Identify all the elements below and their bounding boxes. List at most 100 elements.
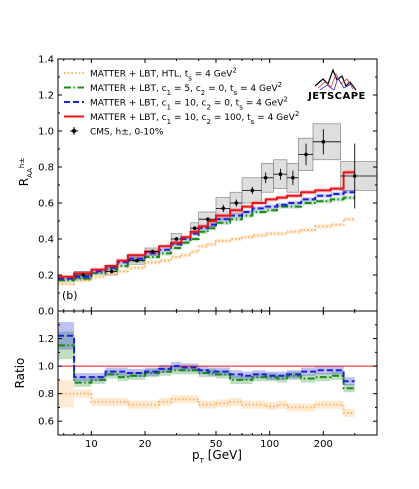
model-band-bin (91, 274, 106, 279)
cms-data-points (74, 129, 377, 277)
cms-point (135, 258, 139, 263)
ratio-band-bin (286, 370, 302, 379)
cms-point (81, 273, 85, 277)
bottom-x-tick-label: 10 (85, 439, 98, 450)
cms-point (278, 172, 283, 176)
model-curve (58, 196, 355, 282)
ratio-band-bin (171, 366, 182, 375)
cms-point (234, 201, 239, 205)
cms-point (304, 152, 308, 157)
top-y-tick-label: 1.2 (38, 91, 54, 102)
ratio-band-bin (343, 377, 355, 386)
ratio-band-bin (207, 367, 216, 376)
top-y-ticks: 0.0 0.2 0.4 0.6 0.8 1.0 1.2 1.4 (38, 55, 377, 318)
model-band-bin (91, 271, 106, 276)
model-band-bin (190, 249, 199, 254)
ratio-band-bin (215, 370, 231, 379)
raa-axis-label: RAAh± (17, 158, 34, 187)
ratio-band-bin (74, 378, 92, 387)
model-band-bin (343, 190, 355, 195)
model-curve (58, 171, 355, 278)
jetscape-logo: JETSCAPE (307, 68, 366, 102)
cms-point (321, 140, 326, 144)
top-y-tick-label: 1.0 (38, 127, 54, 138)
ratio-band-bin (265, 401, 278, 411)
bottom-x-tick-label: 20 (139, 439, 152, 450)
ratio-band-bin (117, 397, 128, 407)
ratio-band-bin (159, 367, 172, 376)
ratio-curve (58, 392, 355, 414)
bottom-x-tick-label: 200 (314, 439, 333, 450)
model-band-bin (117, 263, 128, 269)
model-band-bin (252, 209, 266, 215)
model-band-bin (74, 274, 92, 279)
model-band-bin (252, 233, 266, 238)
model-band-bin (117, 269, 128, 274)
raa-panel: 0.0 0.2 0.4 0.6 0.8 1.0 1.2 1.4 RAAh± (b) MATTE… (17, 55, 378, 318)
bottom-y-tick-label: 0.8 (38, 389, 54, 400)
model-band-bin (230, 213, 243, 218)
model-band-bin (198, 226, 208, 231)
ratio-curve (58, 344, 355, 390)
cms-point (250, 188, 255, 193)
cms-point (352, 174, 357, 178)
legend-entry: MATTER + LBT, c1 = 10, c2 = 0, ts = 4 Ge… (90, 96, 288, 112)
model-curves (58, 170, 355, 287)
model-band-bin (286, 204, 302, 209)
model-band-bin (343, 195, 355, 200)
panel-label: (b) (62, 289, 78, 302)
bottom-y-tick-label: 0.6 (38, 417, 54, 428)
ratio-band-bin (181, 366, 191, 375)
model-curve (58, 218, 355, 285)
cms-point (109, 269, 114, 274)
ratio-band-bin (58, 322, 75, 350)
ratio-band-bin (74, 389, 92, 398)
ratio-band-bin (242, 400, 253, 409)
model-band-bin (58, 276, 75, 281)
ratio-band-bin (286, 403, 302, 412)
model-band-bin (286, 229, 302, 234)
ratio-axis-label: Ratio (13, 358, 27, 389)
pt-axis-label: pT [GeV] (192, 448, 242, 465)
top-y-tick-label: 0.0 (38, 307, 54, 318)
ratio-band-bin (171, 395, 182, 404)
model-band-bin (265, 204, 278, 209)
logo-jet-blue-icon (319, 77, 352, 91)
ratio-band-bin (159, 397, 172, 407)
legend-entry: MATTER + LBT, c1 = 10, c2 = 100, ts = 4 … (90, 110, 299, 126)
top-y-tick-label: 0.4 (38, 235, 54, 246)
cms-point (263, 176, 268, 180)
top-y-tick-label: 0.2 (38, 271, 54, 282)
legend-entry: MATTER + LBT, HTL, ts = 4 GeV2 (90, 67, 237, 83)
bottom-x-tick-label: 100 (260, 439, 279, 450)
model-band-bin (330, 197, 344, 202)
ratio-panel: 0.6 0.8 1.0 1.2 10 20 50 100 200 Ratio pT [GeV] (13, 310, 378, 465)
ratio-band-bin (91, 375, 106, 385)
bottom-x-tick-label: 50 (210, 439, 223, 450)
ratio-band-bin (252, 370, 266, 379)
ratio-band-bin (145, 368, 160, 378)
model-band-bin (171, 242, 182, 247)
model-band-bin (74, 276, 92, 281)
model-band-bin (74, 278, 92, 283)
model-band-bin (145, 254, 160, 260)
model-band-bin (58, 278, 75, 283)
ratio-band-bin (301, 403, 316, 412)
top-y-tick-label: 0.8 (38, 163, 54, 174)
logo-text: JETSCAPE (307, 91, 366, 102)
ratio-band-bin (105, 397, 118, 407)
ratio-band-bin (230, 370, 243, 379)
ratio-band-bin (252, 373, 266, 382)
bottom-x-ticks: 10 20 50 100 200 (63, 311, 356, 450)
cms-point (291, 176, 295, 180)
bottom-y-ticks: 0.6 0.8 1.0 1.2 (38, 324, 377, 428)
cms-point (221, 206, 226, 211)
model-band-bin (242, 235, 253, 240)
cms-point (150, 249, 155, 254)
ratio-band-bin (58, 331, 75, 360)
legend-entry: MATTER + LBT, c1 = 5, c2 = 0, ts = 4 GeV… (90, 81, 282, 97)
top-y-tick-label: 0.6 (38, 199, 54, 210)
ratio-band-bin (301, 367, 316, 376)
